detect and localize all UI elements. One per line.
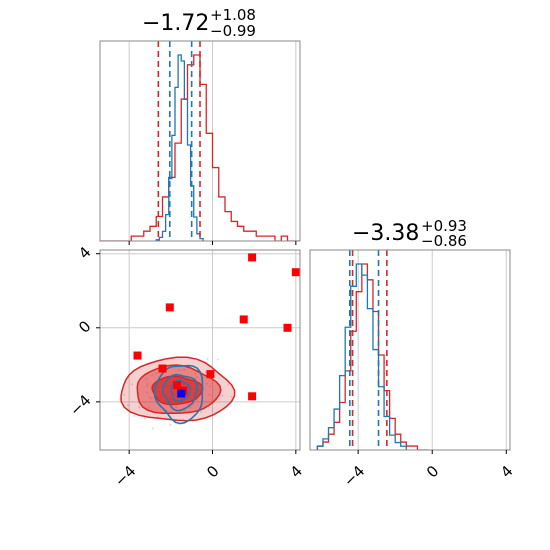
scatter-point [195,376,198,379]
joint-xtick-label-1: 0 [203,462,222,481]
scatter-point [133,414,136,417]
joint-markers [133,253,300,401]
scatter-point [143,417,146,420]
joint-xtick-label-2: 4 [287,462,306,481]
scatter-point [189,406,192,409]
hist-blue [316,263,407,450]
joint-blue-contours [153,364,204,425]
scatter-point [127,404,130,407]
p1-title-plus: +1.08 [210,6,256,24]
joint-ytick-label-1: 0 [75,317,94,336]
p2-title-plus: +0.93 [421,217,467,235]
p1-ticks [128,241,297,245]
scatter-point [216,358,219,361]
scatter-point [123,393,126,396]
scatter-point [146,385,149,388]
panel-p2-marginal: −4 0 4 −3.38 +0.93 −0.86 [309,217,517,490]
p1-title-minus: −0.99 [210,22,256,40]
red-marker-2 [291,268,300,277]
scatter-point [147,406,150,409]
scatter-point [183,368,186,371]
joint-gridlines [100,250,300,450]
scatter-point [175,406,178,409]
p2-title-median: −3.38 [352,221,419,246]
scatter-point [146,382,149,385]
scatter-point [206,382,209,385]
scatter-point [204,371,207,374]
blue-contour-0 [170,379,192,402]
panel-joint: −4 −4 0 0 4 4 [66,243,306,490]
red-marker-3 [239,315,248,324]
joint-ytick-label-0: −4 [66,391,94,419]
scatter-point [194,372,197,375]
scatter-point [208,385,211,388]
scatter-point [200,410,203,413]
scatter-point [150,397,153,400]
scatter-point [131,383,134,386]
scatter-point [227,383,230,386]
red-marker-1 [248,253,257,262]
p1-title: −1.72 [142,11,209,36]
joint-frame [99,249,301,451]
p2-ticks: −4 0 4 [340,450,517,490]
p2-frame [309,249,511,451]
p1-frame [99,40,301,242]
blue-contour-2 [153,364,204,425]
scatter-point [221,394,224,397]
scatter-point [155,371,158,374]
p2-gridlines [357,250,507,450]
scatter-point [169,423,172,426]
red-marker-4 [283,323,292,332]
p2-tick-label-2: 4 [497,462,516,481]
p2-title: −3.38 [352,221,419,246]
p2-quantile-lines [349,250,388,450]
red-marker-10 [248,392,257,401]
scatter-point [151,427,154,430]
scatter-point [230,395,233,398]
scatter-point [187,403,190,406]
blue-contour-1 [162,373,198,412]
p2-tick-label-0: −4 [340,462,368,490]
scatter-point [145,377,148,380]
scatter-point [208,393,211,396]
p1-quantile-lines [157,41,201,241]
p2-histograms [316,263,429,450]
scatter-point [178,369,181,372]
scatter-point [151,374,154,377]
joint-xtick-label-0: −4 [111,462,139,490]
scatter-point [206,357,209,360]
p2-title-minus: −0.86 [421,232,467,250]
blue-marker-0 [177,389,186,398]
red-marker-5 [133,351,142,360]
scatter-point [148,396,151,399]
panel-p1-marginal: −1.72 +1.08 −0.99 [99,6,301,245]
hist-blue [155,54,204,241]
red-marker-6 [158,364,167,373]
red-marker-8 [173,381,182,390]
joint-ytick-label-2: 4 [75,243,94,262]
p1-title-median: −1.72 [142,11,209,36]
p2-tick-label-1: 0 [423,462,442,481]
red-marker-7 [206,370,215,379]
red-marker-0 [165,303,174,312]
scatter-point [183,409,186,412]
scatter-point [138,406,141,409]
scatter-point [145,391,148,394]
